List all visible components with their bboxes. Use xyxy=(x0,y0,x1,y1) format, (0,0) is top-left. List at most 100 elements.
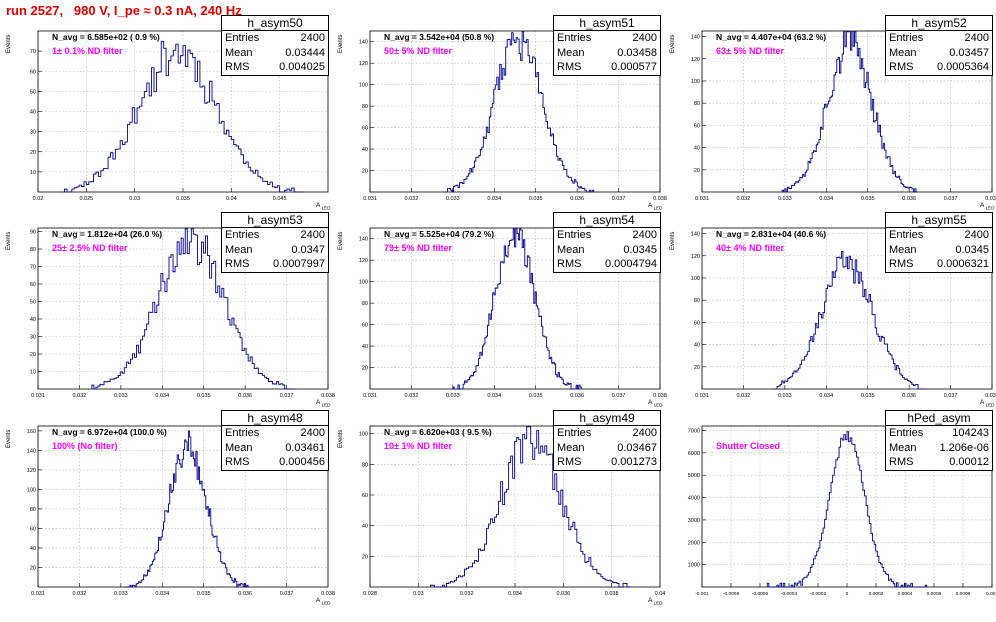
navg-label: N_avg = 6.585e+02 ( 0.9 %) xyxy=(52,32,160,42)
y-axis-label: Events xyxy=(338,429,344,448)
y-tick-label: 10 xyxy=(30,370,36,376)
filter-annotation: 50± 5% ND filter xyxy=(384,46,452,56)
x-tick-label: 0.033 xyxy=(114,591,128,597)
y-tick-label: 60 xyxy=(694,320,700,326)
stats-label: Mean xyxy=(889,243,917,256)
stats-row-rms: RMS 0.00012 xyxy=(886,455,992,470)
y-tick-label: 60 xyxy=(362,323,368,329)
stats-row-entries: Entries 2400 xyxy=(222,426,328,441)
x-tick-label: 0.031 xyxy=(31,393,45,399)
x-tick-label: 0.0006 xyxy=(927,591,942,597)
x-tick-label: 0.037 xyxy=(280,591,294,597)
x-tick-label: 0.034 xyxy=(155,393,169,399)
plot-frame xyxy=(37,425,329,588)
x-axis-label-main: A xyxy=(316,597,321,604)
y-tick-label: 50 xyxy=(30,300,36,306)
stats-row-entries: Entries 2400 xyxy=(554,228,660,243)
stats-value: 0.004025 xyxy=(279,61,325,73)
stats-label: Mean xyxy=(225,46,253,59)
y-tick-label: 50 xyxy=(30,89,36,95)
stats-label: RMS xyxy=(889,61,914,73)
x-tick-label: 0.035 xyxy=(861,196,875,202)
filter-annotation: Shutter Closed xyxy=(716,441,781,451)
y-tick-label: 120 xyxy=(359,258,368,264)
plot-frame xyxy=(701,227,993,390)
x-tick-label: 0.032 xyxy=(405,196,419,202)
y-tick-label: 40 xyxy=(362,147,368,153)
y-axis-label: Events xyxy=(338,231,344,250)
x-tick-label: 0.037 xyxy=(944,196,958,202)
stats-row-entries: Entries 2400 xyxy=(222,228,328,243)
y-tick-label: 4000 xyxy=(688,496,700,502)
histogram-plot-h_asym55: 0.031 0.032 0.033 0.034 0.035 0.036 0.037 0.038… xyxy=(691,227,996,399)
x-tick-label: 0.037 xyxy=(944,393,958,399)
x-tick-label: 0.031 xyxy=(31,591,45,597)
filter-annotation: 79± 5% ND filter xyxy=(384,243,452,253)
stats-row-mean: Mean 0.03461 xyxy=(222,441,328,456)
y-axis-label: Events xyxy=(670,231,676,250)
stats-row-rms: RMS 0.000456 xyxy=(222,455,328,470)
x-tick-label: 0.033 xyxy=(778,393,792,399)
y-tick-label: 2000 xyxy=(688,540,700,546)
histogram-line xyxy=(429,426,631,588)
x-tick-label: 0.038 xyxy=(321,591,335,597)
x-tick-label: 0.04 xyxy=(226,196,237,202)
y-tick-label: 40 xyxy=(362,344,368,350)
stats-box: hPed_asym Entries 104243 Mean 1.206e-06 RMS 0.… xyxy=(885,410,993,471)
y-tick-label: 6000 xyxy=(688,451,700,457)
y-tick-label: 20 xyxy=(694,365,700,371)
stats-label: RMS xyxy=(889,456,914,468)
y-tick-label: 3000 xyxy=(688,518,700,524)
y-tick-label: 120 xyxy=(691,57,700,63)
y-tick-label: 120 xyxy=(359,61,368,67)
stats-value: 0.0345 xyxy=(623,243,657,256)
run-title: run 2527, 980 V, I_pe ≈ 0.3 nA, 240 Hz xyxy=(6,3,242,18)
x-axis-label-sub: LED xyxy=(652,600,663,606)
x-tick-label: 0.036 xyxy=(570,196,584,202)
histogram-name: h_asym55 xyxy=(886,213,992,228)
histogram-line xyxy=(444,31,595,193)
x-tick-label: 0.035 xyxy=(197,393,211,399)
y-tick-label: 140 xyxy=(359,40,368,46)
stats-value: 2400 xyxy=(632,229,657,241)
stats-label: RMS xyxy=(225,258,250,270)
x-axis-label-main: A xyxy=(316,399,321,406)
x-tick-label: 0.035 xyxy=(861,393,875,399)
filter-annotation: 100% (No filter) xyxy=(52,441,118,451)
x-tick-label: 0.032 xyxy=(737,196,751,202)
x-tick-label: 0.037 xyxy=(612,196,626,202)
filter-annotation: 10± 1% ND filter xyxy=(384,441,452,451)
stats-label: Mean xyxy=(889,46,917,59)
histogram-name: hPed_asym xyxy=(886,411,992,426)
x-tick-label: 0.032 xyxy=(73,591,87,597)
x-tick-label: 0.034 xyxy=(155,591,169,597)
y-tick-label: 1000 xyxy=(688,563,700,569)
stats-row-entries: Entries 2400 xyxy=(886,228,992,243)
x-axis-label: A LED xyxy=(980,399,994,407)
x-tick-label: 0.034 xyxy=(487,196,501,202)
y-tick-label: 80 xyxy=(362,301,368,307)
x-axis-label: A LED xyxy=(648,597,662,605)
y-tick-label: 80 xyxy=(30,247,36,253)
y-tick-label: 80 xyxy=(694,298,700,304)
x-tick-label: 0.036 xyxy=(238,393,252,399)
stats-value: 2400 xyxy=(964,32,989,44)
y-tick-label: 80 xyxy=(362,104,368,110)
stats-label: Entries xyxy=(225,427,260,439)
histogram-name: h_asym53 xyxy=(222,213,328,228)
x-tick-label: 0.045 xyxy=(273,196,287,202)
x-tick-label: 0.038 xyxy=(605,591,619,597)
histogram-panel-h_asym48: 0.031 0.032 0.033 0.034 0.035 0.036 0.037 0.038… xyxy=(0,408,335,615)
stats-value: 0.000456 xyxy=(279,456,325,468)
x-axis-label: A LED xyxy=(648,202,662,210)
stats-row-rms: RMS 0.0004794 xyxy=(554,257,660,272)
histogram-plot-hPed_asym: -0.001 -0.0008 -0.0006 -0.0004 -0.0002 0 0.000… xyxy=(688,425,996,597)
x-tick-label: 0.033 xyxy=(778,196,792,202)
y-tick-label: 30 xyxy=(30,130,36,136)
y-tick-label: 80 xyxy=(362,462,368,468)
navg-label: N_avg = 6.972e+04 (100.0 %) xyxy=(52,427,167,437)
histogram-plot-h_asym51: 0.031 0.032 0.033 0.034 0.035 0.036 0.037 0.038… xyxy=(359,30,667,202)
y-tick-label: 60 xyxy=(694,123,700,129)
x-tick-label: 0.036 xyxy=(556,591,570,597)
y-tick-label: 40 xyxy=(30,317,36,323)
